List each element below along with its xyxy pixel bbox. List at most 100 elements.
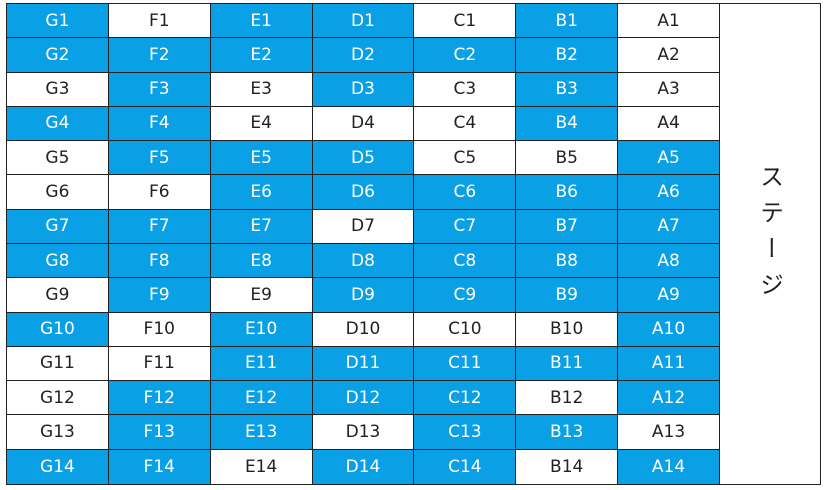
seat: B2 <box>516 38 619 73</box>
stage-label: ステージ <box>755 164 784 308</box>
seat: B6 <box>516 175 619 210</box>
seat: F4 <box>108 106 211 142</box>
seat: C14 <box>414 449 517 484</box>
seat: C6 <box>414 175 517 210</box>
seat: F2 <box>108 38 211 73</box>
stage: ステージ <box>720 4 820 484</box>
seat: B12 <box>516 381 619 416</box>
seat: A8 <box>618 244 720 279</box>
seat: B4 <box>516 106 619 142</box>
seat: C13 <box>414 415 517 450</box>
seat: A13 <box>618 415 720 450</box>
seat: E14 <box>210 449 313 484</box>
seat: A12 <box>618 381 720 416</box>
seat: C9 <box>414 278 517 313</box>
seat: A1 <box>618 4 720 39</box>
seat: F11 <box>108 346 211 382</box>
seat: C4 <box>414 106 517 142</box>
seat: B7 <box>516 209 619 244</box>
seat: D5 <box>312 141 415 176</box>
seat: F8 <box>108 244 211 279</box>
seat: B9 <box>516 278 619 313</box>
seat: D2 <box>312 38 415 73</box>
seat: G6 <box>7 175 109 210</box>
seat: C5 <box>414 141 517 176</box>
seat: B13 <box>516 415 619 450</box>
seat: F1 <box>108 4 211 39</box>
seat: D12 <box>312 381 415 416</box>
seat: F9 <box>108 278 211 313</box>
seat: A4 <box>618 106 720 142</box>
seat: C11 <box>414 346 517 382</box>
seat: D1 <box>312 4 415 39</box>
seat: D6 <box>312 175 415 210</box>
seat: G4 <box>7 106 109 142</box>
seat: B8 <box>516 244 619 279</box>
seat: C10 <box>414 312 517 347</box>
seat: E11 <box>210 346 313 382</box>
seat: B3 <box>516 72 619 107</box>
seat: E6 <box>210 175 313 210</box>
seat: B11 <box>516 346 619 382</box>
seat: A7 <box>618 209 720 244</box>
seat: A11 <box>618 346 720 382</box>
seat: B14 <box>516 449 619 484</box>
seat: A6 <box>618 175 720 210</box>
seat: E12 <box>210 381 313 416</box>
seat: G11 <box>7 346 109 382</box>
seat: F5 <box>108 141 211 176</box>
seat: A2 <box>618 38 720 73</box>
seat-map: ステージ G1 F1 E1 D1 C1 B1 A1 G2 F2 E2 D2 C2 B2 A2 G3 F3 E3 D… <box>6 3 821 485</box>
seat: G14 <box>7 449 109 484</box>
seat: D7 <box>312 209 415 244</box>
seat: E2 <box>210 38 313 73</box>
seat: C8 <box>414 244 517 279</box>
seat: F7 <box>108 209 211 244</box>
seat: A9 <box>618 278 720 313</box>
seat: G7 <box>7 209 109 244</box>
seat: F13 <box>108 415 211 450</box>
seat: D10 <box>312 312 415 347</box>
seat: B5 <box>516 141 619 176</box>
seat: D11 <box>312 346 415 382</box>
seat: C2 <box>414 38 517 73</box>
seat: A5 <box>618 141 720 176</box>
seat: G1 <box>7 4 109 39</box>
seat: E1 <box>210 4 313 39</box>
seat: G5 <box>7 141 109 176</box>
seat: F3 <box>108 72 211 107</box>
seat: F14 <box>108 449 211 484</box>
seat: G3 <box>7 72 109 107</box>
seat: G12 <box>7 381 109 416</box>
seat: F10 <box>108 312 211 347</box>
seat: C7 <box>414 209 517 244</box>
seat: G8 <box>7 244 109 279</box>
seat: G10 <box>7 312 109 347</box>
seat: B1 <box>516 4 619 39</box>
seat: D4 <box>312 106 415 142</box>
seat: D8 <box>312 244 415 279</box>
seat: D14 <box>312 449 415 484</box>
seat: F6 <box>108 175 211 210</box>
seat: D3 <box>312 72 415 107</box>
seat: G9 <box>7 278 109 313</box>
seat: E13 <box>210 415 313 450</box>
seat: B10 <box>516 312 619 347</box>
seat: E8 <box>210 244 313 279</box>
seat: F12 <box>108 381 211 416</box>
seat: D13 <box>312 415 415 450</box>
seat: E3 <box>210 72 313 107</box>
seat: A10 <box>618 312 720 347</box>
seat: E5 <box>210 141 313 176</box>
seat: G2 <box>7 38 109 73</box>
seat: C12 <box>414 381 517 416</box>
seat: C1 <box>414 4 517 39</box>
seat: G13 <box>7 415 109 450</box>
seat: A14 <box>618 449 720 484</box>
seat: D9 <box>312 278 415 313</box>
seat: C3 <box>414 72 517 107</box>
seat: E4 <box>210 106 313 142</box>
seat: E10 <box>210 312 313 347</box>
seat: A3 <box>618 72 720 107</box>
